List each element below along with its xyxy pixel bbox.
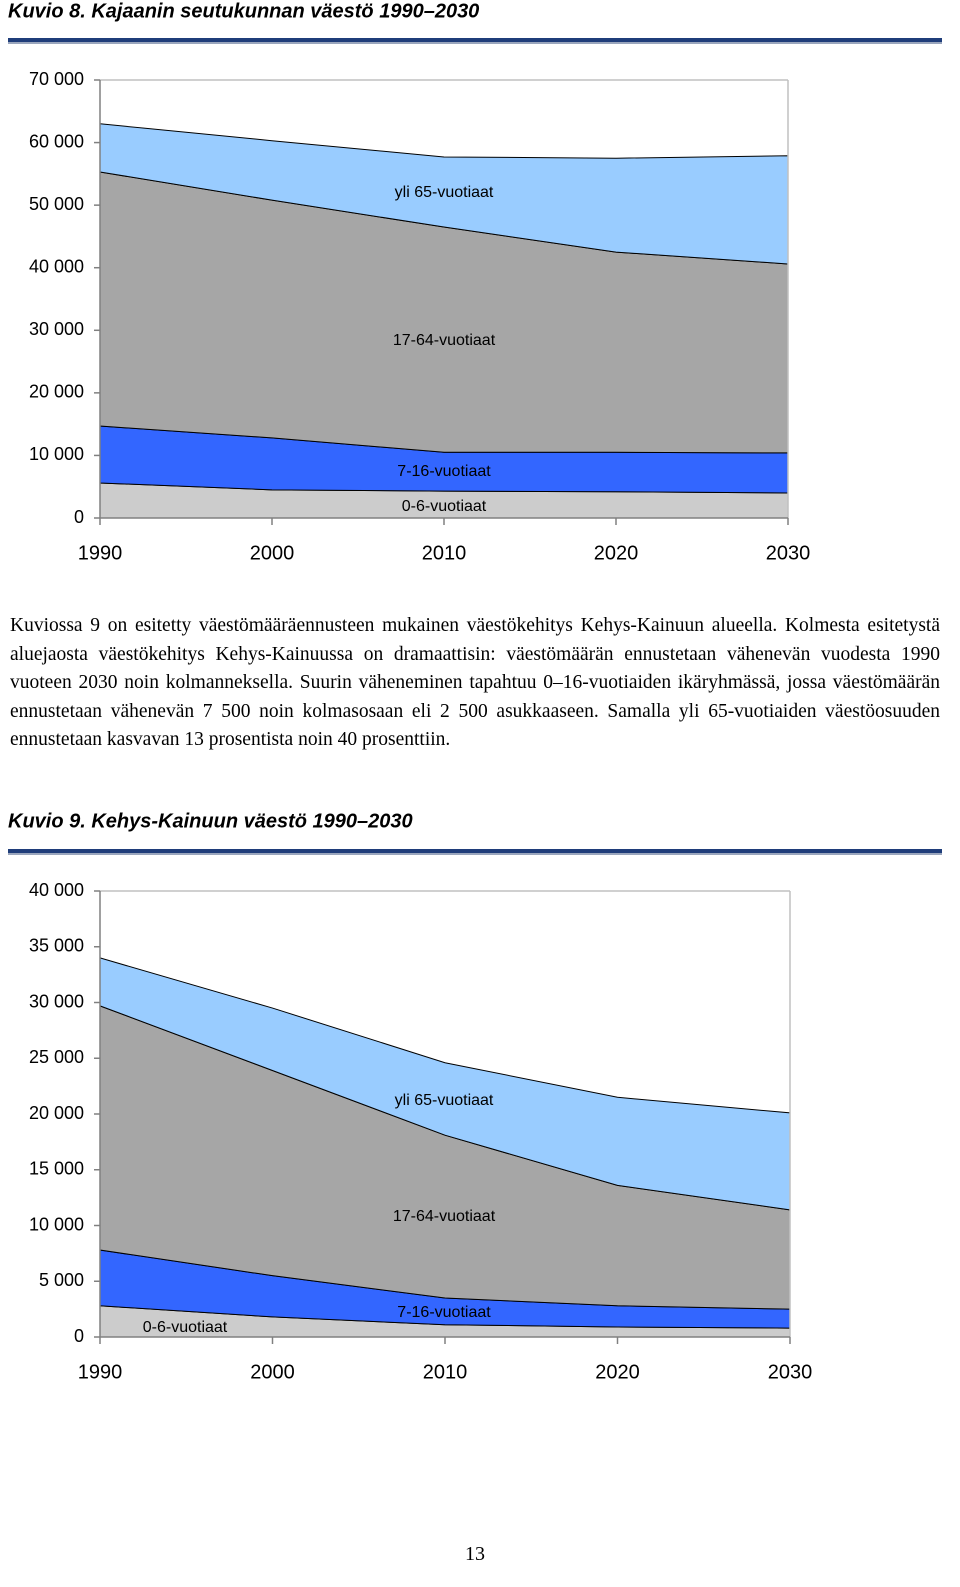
series-label: 7-16-vuotiaat <box>397 463 491 480</box>
y-tick-label: 20 000 <box>29 382 84 402</box>
x-tick-label: 2000 <box>250 542 295 564</box>
title-rule-shadow <box>8 853 942 855</box>
y-tick-label: 20 000 <box>29 1103 84 1123</box>
series-label: yli 65-vuotiaat <box>395 1092 494 1109</box>
y-tick-label: 0 <box>74 507 84 527</box>
x-tick-label: 1990 <box>78 542 123 564</box>
y-tick-label: 40 000 <box>29 256 84 276</box>
series-label: 17-64-vuotiaat <box>393 1208 496 1225</box>
y-tick-label: 30 000 <box>29 991 84 1011</box>
figure-title: Kuvio 8. Kajaanin seutukunnan väestö 199… <box>8 0 479 22</box>
title-rule <box>8 849 942 853</box>
y-tick-label: 50 000 <box>29 194 84 214</box>
x-tick-label: 2010 <box>422 542 467 564</box>
x-tick-label: 2020 <box>595 1361 640 1383</box>
y-tick-label: 70 000 <box>29 69 84 89</box>
series-label: yli 65-vuotiaat <box>395 184 494 201</box>
page-number: 13 <box>465 1543 485 1565</box>
y-tick-label: 60 000 <box>29 131 84 151</box>
x-tick-label: 2030 <box>768 1361 813 1383</box>
y-tick-label: 40 000 <box>29 880 84 900</box>
series-label: 7-16-vuotiaat <box>397 1304 491 1321</box>
y-tick-label: 30 000 <box>29 319 84 339</box>
title-rule-shadow <box>8 42 942 44</box>
series-label: 0-6-vuotiaat <box>143 1319 228 1336</box>
y-tick-label: 25 000 <box>29 1047 84 1067</box>
x-tick-label: 2030 <box>766 542 811 564</box>
y-tick-label: 15 000 <box>29 1159 84 1179</box>
series-label: 0-6-vuotiaat <box>402 498 487 515</box>
series-label: 17-64-vuotiaat <box>393 332 496 349</box>
title-rule <box>8 38 942 42</box>
y-tick-label: 10 000 <box>29 1214 84 1234</box>
x-tick-label: 2000 <box>250 1361 295 1383</box>
y-tick-label: 10 000 <box>29 444 84 464</box>
x-tick-label: 2010 <box>423 1361 468 1383</box>
x-tick-label: 2020 <box>594 542 639 564</box>
x-tick-label: 1990 <box>78 1361 123 1383</box>
y-tick-label: 5 000 <box>39 1270 84 1290</box>
figure-title: Kuvio 9. Kehys-Kainuun väestö 1990–2030 <box>8 810 413 832</box>
paragraph: Kuviossa 9 on esitetty väestömääräennust… <box>10 615 940 751</box>
y-tick-label: 35 000 <box>29 936 84 956</box>
y-tick-label: 0 <box>74 1326 84 1346</box>
